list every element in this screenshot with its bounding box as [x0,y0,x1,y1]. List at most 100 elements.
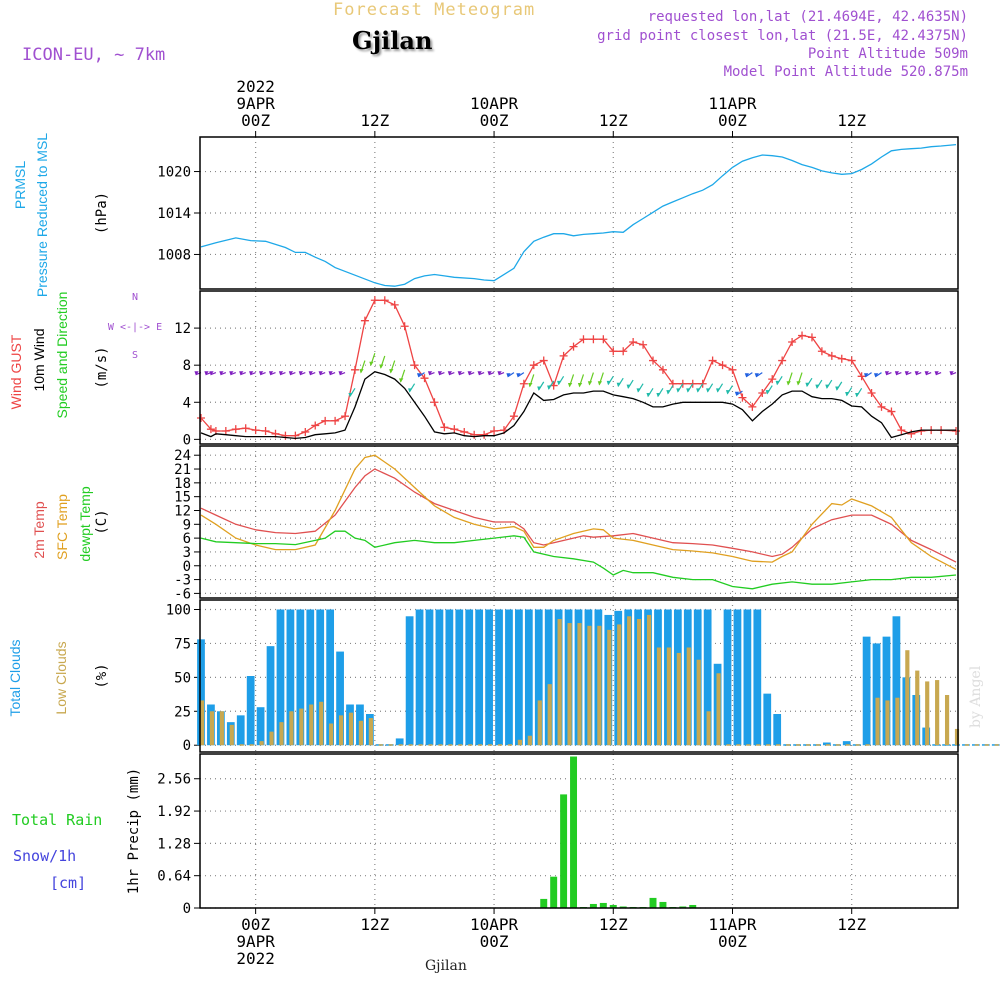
bar [246,676,255,746]
footer-city: Gjilan [425,958,467,974]
bar [266,646,275,746]
wind-arrow-head [686,388,691,393]
bar [219,711,224,746]
wind-arrow [896,372,902,376]
wind-arrow [280,372,286,376]
y-tick-label: 6 [183,531,191,547]
wind-arrow [488,372,495,376]
compass-north: N [132,292,138,303]
wind-arrow-head [537,386,542,391]
bar [236,715,245,746]
panel-2: 0 4 8 12 (m/s) Wind GUST 10m Wind Speed and Dir… [8,290,961,448]
y-tick-label: -6 [174,586,191,602]
y-axis-label: 1hr Precip (mm) [126,768,142,894]
gust-marker [400,322,409,331]
bar [676,652,681,746]
wind-arrow-head [318,371,323,376]
gust-marker [350,365,359,374]
bar [485,609,493,746]
bar [733,609,742,746]
gust-marker [629,338,638,346]
bar [475,609,484,746]
bar [550,876,558,908]
bar [338,715,344,746]
bar [455,609,464,746]
bar [388,744,393,746]
wind-arrow-head [825,384,830,389]
gust-marker [827,351,836,360]
gust-marker [221,427,230,436]
time-label: 12Z [599,915,628,934]
wind-arrow [468,372,475,376]
y-tick-label: 1020 [157,165,191,181]
wind-arrow-head [278,371,284,376]
wind-arrow-head [229,371,234,376]
bar [875,697,880,746]
wind-arrow [916,372,922,376]
panel-frame [199,290,959,445]
y-axis-label: (%) [94,663,110,688]
bar [756,744,761,746]
bar [488,744,493,746]
bar [766,744,771,746]
bar [974,744,979,746]
time-label: 00Z [480,111,509,130]
side-label-snow: Snow/1h [13,847,76,865]
gust-marker [579,335,588,344]
bar [560,794,568,908]
bar [507,744,513,746]
bar [209,711,215,746]
wind-arrow-head [884,371,890,376]
wind-arrow [260,372,266,376]
side-label: PRMSL [12,161,28,209]
gust-marker [857,372,866,381]
wind-arrow-head [587,381,593,386]
bar [882,636,891,746]
wind-arrow [418,372,425,378]
bar [659,901,667,908]
panel-background [200,291,958,444]
wind-arrow-head [204,371,209,376]
panel-frame [199,445,959,599]
gust-marker [450,425,459,434]
wind-arrow-head [606,380,612,386]
gust-marker [196,414,205,423]
wind-arrow-head [497,371,502,376]
gust-marker [867,389,876,397]
bar [892,616,901,746]
bar [597,625,602,746]
bar [468,744,473,746]
time-label: 10APR [470,94,519,113]
time-label: 00Z [241,915,270,934]
wind-arrow-head [457,371,463,376]
wind-arrow-head [949,371,954,376]
bar [915,670,920,746]
bar [984,744,989,746]
wind-arrow-head [328,371,333,376]
bar [743,609,752,746]
wind-arrow-head [298,371,304,376]
bar [964,744,970,746]
gust-marker [718,361,727,370]
bar [822,742,831,746]
bar [872,643,881,746]
bar [835,744,840,746]
wind-arrow-head [864,373,869,378]
time-label: 10APR [470,915,519,934]
gust-marker [539,356,548,365]
gust-marker [698,379,707,388]
wind-arrow-head [547,385,552,390]
model-altitude: Model Point Altitude 520.875m [723,64,968,80]
y-tick-label: 4 [183,395,191,411]
bar [637,619,642,746]
wind-arrow [906,372,912,376]
requested-coords: requested lon,lat (21.4694E, 42.4635N) [647,9,968,25]
bar [428,744,433,746]
wind-arrow [310,372,316,376]
chart-title: Forecast Meteogram [333,0,536,20]
y-tick-label: 0 [183,738,191,754]
gust-marker [311,421,320,430]
wind-arrow [865,372,872,378]
series-sfc-temp [200,454,957,570]
